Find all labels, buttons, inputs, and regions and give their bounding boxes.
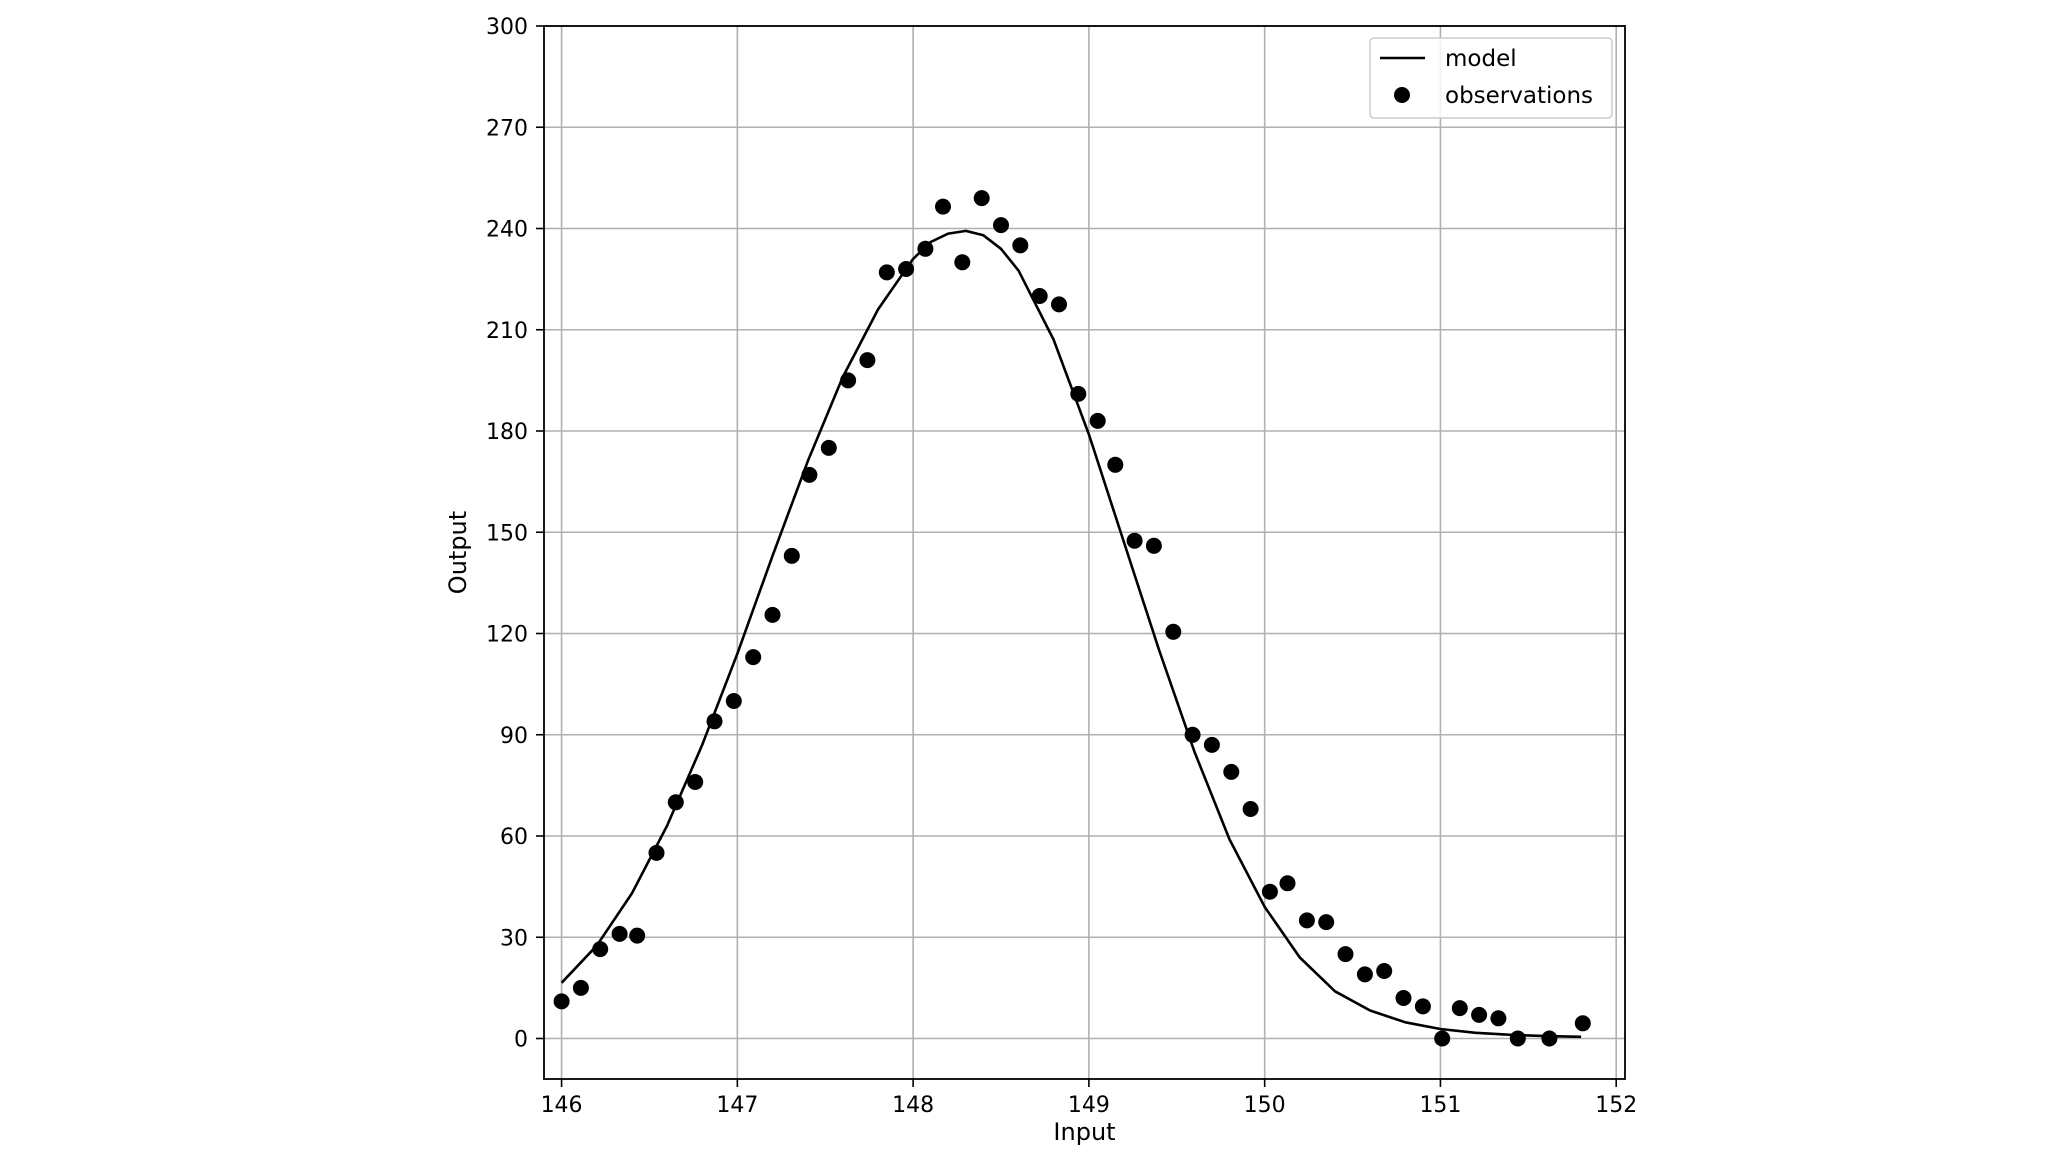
observation-point	[1070, 385, 1087, 402]
y-tick-label: 90	[500, 724, 528, 749]
observation-point	[917, 240, 934, 257]
y-tick-label: 270	[486, 116, 528, 141]
observation-point	[1261, 883, 1278, 900]
observation-point	[878, 264, 895, 281]
y-tick-label: 30	[500, 926, 528, 951]
observation-point	[954, 254, 971, 271]
observation-point	[859, 352, 876, 369]
observation-point	[1490, 1010, 1507, 1027]
plot-series	[553, 190, 1591, 1047]
observation-point	[1298, 912, 1315, 929]
x-tick-label: 147	[716, 1093, 758, 1118]
observation-point	[1376, 963, 1393, 979]
observation-point	[725, 693, 742, 709]
observation-point	[898, 261, 915, 277]
legend-observations-marker-icon	[1394, 87, 1410, 103]
observation-point	[1451, 1000, 1468, 1017]
model-curve	[560, 229, 1582, 1039]
x-axis-label: Input	[1053, 1118, 1115, 1146]
x-tick-label: 152	[1595, 1093, 1637, 1118]
observation-point	[1203, 736, 1220, 753]
observation-point	[1509, 1030, 1526, 1047]
observation-point	[801, 466, 818, 483]
observation-point	[648, 844, 665, 861]
observation-point	[1414, 998, 1431, 1015]
y-tick-label: 150	[486, 521, 528, 546]
y-tick-label: 60	[500, 825, 528, 850]
y-tick-label: 240	[486, 218, 528, 243]
y-tick-label: 120	[486, 623, 528, 648]
observation-point	[783, 547, 800, 564]
observation-point	[973, 190, 990, 207]
observation-point	[1051, 296, 1067, 313]
x-tick-label: 148	[892, 1093, 934, 1118]
y-tick-label: 0	[514, 1028, 528, 1053]
observation-point	[935, 198, 951, 215]
observation-point	[1574, 1015, 1591, 1032]
observation-point	[1107, 456, 1124, 473]
observation-point	[1012, 237, 1029, 254]
observation-point	[592, 941, 609, 958]
observation-point	[1395, 990, 1412, 1006]
observation-point	[1126, 532, 1143, 549]
observation-point	[840, 372, 857, 389]
observation-point	[993, 217, 1009, 234]
observation-point	[1471, 1006, 1488, 1023]
legend-observations-label: observations	[1445, 83, 1593, 109]
x-tick-label: 149	[1068, 1093, 1110, 1118]
observation-point	[1165, 623, 1182, 640]
observation-point	[687, 774, 704, 790]
observation-point	[1242, 801, 1259, 817]
axis-ticks: 146 147 148 149 150 151 152 0 30 60 90 120 150 180 210…	[486, 15, 1637, 1118]
observation-point	[572, 979, 589, 996]
legend-box	[1369, 37, 1613, 119]
y-tick-label: 210	[486, 319, 528, 344]
observation-point	[1356, 966, 1373, 983]
observation-point	[667, 794, 684, 811]
observation-point	[553, 993, 570, 1010]
y-tick-label: 180	[486, 420, 528, 445]
x-tick-label: 151	[1419, 1093, 1461, 1118]
observation-point	[820, 439, 837, 456]
legend: model observations	[1369, 37, 1613, 119]
observation-point	[1223, 763, 1240, 780]
axes-frame	[543, 25, 1626, 1080]
observation-point	[1031, 288, 1048, 304]
observation-point	[745, 649, 762, 666]
observation-point	[1318, 914, 1335, 931]
x-tick-label: 150	[1244, 1093, 1286, 1118]
observation-point	[1279, 875, 1296, 892]
x-tick-label: 146	[541, 1093, 583, 1118]
observation-point	[1541, 1030, 1558, 1047]
observation-point	[1145, 537, 1162, 554]
observation-point	[611, 925, 628, 942]
y-tick-label: 300	[486, 15, 528, 40]
observation-point	[1089, 412, 1106, 429]
observation-point	[629, 927, 646, 944]
observation-point	[706, 713, 723, 730]
observation-point	[1337, 946, 1354, 963]
legend-model-label: model	[1445, 46, 1517, 72]
observation-point	[764, 606, 781, 623]
observation-point	[1434, 1030, 1451, 1047]
y-axis-label: Output	[444, 511, 472, 594]
observation-point	[1184, 726, 1201, 743]
